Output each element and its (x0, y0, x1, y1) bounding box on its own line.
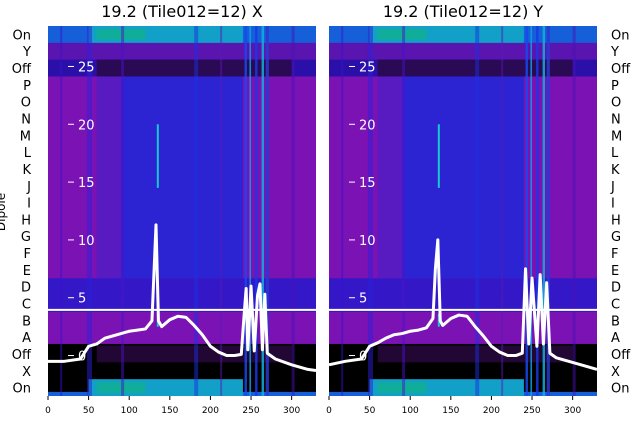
category-label: P (23, 79, 31, 94)
category-label: L (24, 146, 32, 161)
category-label: E (611, 264, 619, 279)
overlay-tick-label: 20 (78, 118, 95, 133)
category-label: E (23, 264, 31, 279)
category-label: C (22, 298, 31, 313)
category-label: Off (611, 62, 631, 77)
overlay-tick-label: 15 (78, 176, 95, 191)
category-label: X (22, 365, 31, 380)
category-label: J (610, 180, 615, 195)
x-tick-label: 250 (242, 406, 259, 416)
x-tick-label: 300 (564, 406, 581, 416)
category-label: Off (611, 348, 631, 363)
x-tick-label: 150 (161, 406, 178, 416)
category-label: B (22, 314, 31, 329)
x-tick-label: 150 (442, 406, 459, 416)
x-tick-label: 250 (523, 406, 540, 416)
category-label: Off (12, 62, 32, 77)
overlay-series-line (48, 223, 316, 373)
overlay-tick-label: 25 (78, 60, 95, 75)
category-label: I (611, 197, 615, 212)
x-tick-label: 200 (483, 406, 500, 416)
chart-panel-y: 19.2 (Tile012=12) Y 0 5 10 15 20 25 On Y Off PONML… (326, 2, 631, 416)
category-label: G (611, 230, 621, 245)
category-label: On (611, 382, 629, 397)
x-tick-label: 50 (364, 406, 376, 416)
category-label: D (21, 281, 31, 296)
overlay-tick-label: 5 (359, 292, 367, 307)
category-label: M (611, 129, 622, 144)
figure-ylabel: Dipole (0, 193, 8, 231)
x-tick-label: 100 (402, 406, 419, 416)
category-label: A (22, 331, 31, 346)
heatmap (48, 26, 316, 396)
category-label: G (21, 230, 31, 245)
heatmap (329, 26, 597, 396)
category-label: A (611, 331, 620, 346)
category-label: Y (22, 45, 31, 60)
category-label: H (611, 213, 621, 228)
category-label: I (27, 197, 31, 212)
overlay-tick-label: 5 (78, 292, 86, 307)
overlay-tick-label: 15 (359, 176, 376, 191)
category-label: O (611, 96, 621, 111)
x-tick-label: 200 (202, 406, 219, 416)
x-tick-label: 0 (326, 406, 332, 416)
category-label: Off (12, 348, 32, 363)
category-label: On (13, 382, 31, 397)
category-label: Y (610, 45, 619, 60)
category-label: L (611, 146, 619, 161)
heatmap-row (48, 278, 316, 296)
category-label: K (611, 163, 620, 178)
category-label: O (21, 96, 31, 111)
heatmap-row (329, 42, 597, 61)
category-label: On (611, 28, 629, 43)
category-label: B (611, 314, 620, 329)
category-label: N (21, 113, 31, 128)
overlay-tick-label: 10 (359, 234, 376, 249)
category-label: P (611, 79, 619, 94)
category-label: F (611, 247, 618, 262)
chart-panel-x: 19.2 (Tile012=12) X 0 5 10 15 20 25 On Y Off PONML… (12, 2, 316, 416)
category-label: On (13, 28, 31, 43)
category-label: H (21, 213, 31, 228)
overlay-tick-label: 25 (359, 60, 376, 75)
category-label: N (611, 113, 621, 128)
category-label: J (26, 180, 31, 195)
category-label: M (20, 129, 31, 144)
overlay-tick-label: 20 (359, 118, 376, 133)
category-label: C (611, 298, 620, 313)
x-tick-label: 100 (121, 406, 138, 416)
category-label: D (611, 281, 621, 296)
category-label: X (611, 365, 620, 380)
chart-title: 19.2 (Tile012=12) X (101, 2, 263, 21)
category-label: F (24, 247, 31, 262)
x-tick-label: 0 (45, 406, 51, 416)
chart-title: 19.2 (Tile012=12) Y (383, 2, 544, 21)
overlay-series-line (329, 238, 597, 371)
heatmap-row (48, 42, 316, 61)
overlay-tick-label: 10 (78, 234, 95, 249)
x-tick-label: 300 (283, 406, 300, 416)
x-tick-label: 50 (83, 406, 95, 416)
category-label: K (22, 163, 31, 178)
